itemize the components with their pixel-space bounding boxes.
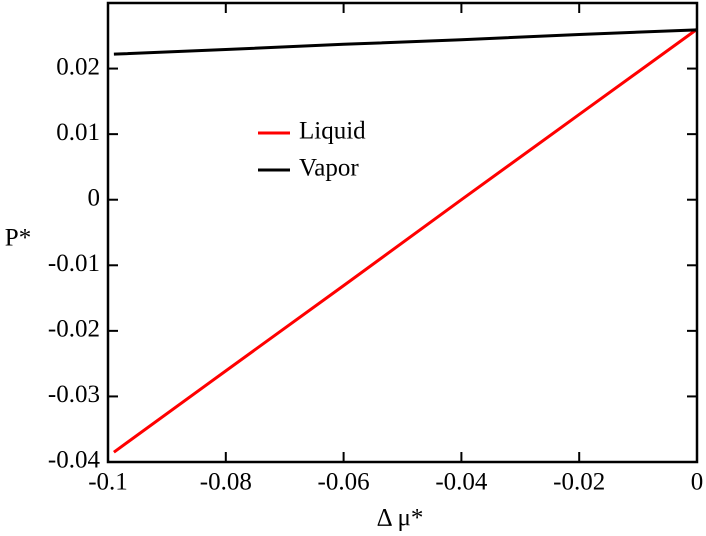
x-tick-label: -0.06 [318,469,370,496]
x-axis-label: Δ μ* [377,505,424,532]
legend-label: Liquid [299,118,366,145]
y-tick-label: -0.03 [48,381,100,408]
x-tick-label: -0.02 [553,469,605,496]
x-tick-label: 0 [691,469,704,496]
x-tick-label: -0.1 [88,469,128,496]
y-axis-label: P* [5,225,31,252]
y-tick-label: 0.01 [56,119,100,146]
x-tick-label: -0.04 [435,469,488,496]
series-line [113,28,698,56]
legend-label: Vapor [299,155,359,182]
series-line [113,28,698,454]
y-tick-label: 0 [88,184,101,211]
y-tick-label: -0.01 [48,250,100,277]
y-tick-label: -0.02 [48,316,100,343]
plot-frame [106,1,699,464]
x-tick-label: -0.08 [200,469,252,496]
y-tick-label: 0.02 [56,53,100,80]
y-tick-label: -0.04 [48,447,101,474]
